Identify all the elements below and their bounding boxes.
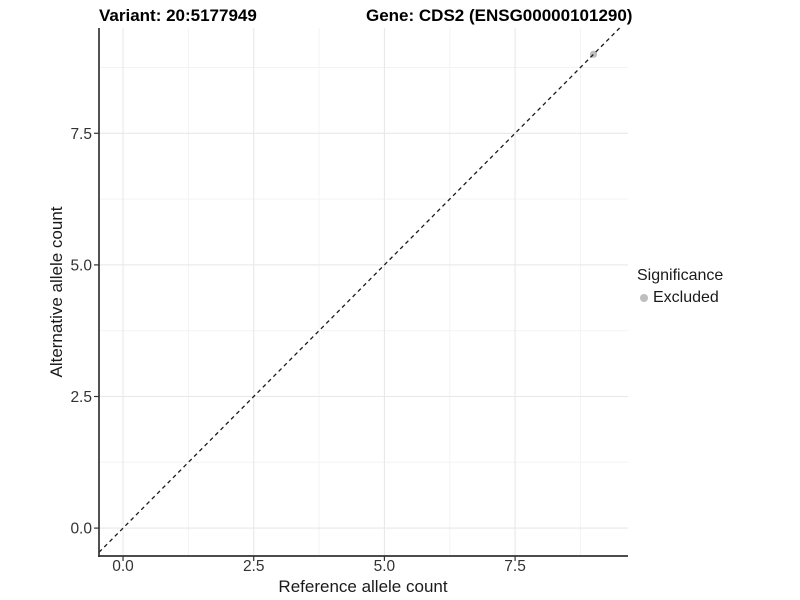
y-axis-title: Alternative allele count — [47, 206, 66, 378]
legend-title: Significance — [637, 267, 724, 284]
x-tick-label: 0.0 — [112, 558, 134, 575]
legend-marker-circle-icon — [640, 294, 648, 302]
x-tick-label: 7.5 — [504, 558, 526, 575]
identity-reference-line — [98, 27, 621, 553]
x-tick-label: 5.0 — [374, 558, 396, 575]
x-tick-label: 2.5 — [243, 558, 265, 575]
y-tick-label: 0.0 — [70, 521, 92, 538]
y-tick-label: 5.0 — [70, 257, 92, 274]
figure-title-variant: Variant: 20:5177949 — [99, 6, 257, 25]
y-tick-label: 7.5 — [70, 126, 92, 143]
figure-title-gene: Gene: CDS2 (ENSG00000101290) — [366, 6, 633, 25]
legend-entry-label: Excluded — [653, 289, 719, 306]
y-tick-label: 2.5 — [70, 389, 92, 406]
legend: Significance Excluded — [637, 267, 723, 307]
x-axis-title: Reference allele count — [278, 577, 448, 596]
legend-entry-excluded: Excluded — [637, 289, 723, 307]
